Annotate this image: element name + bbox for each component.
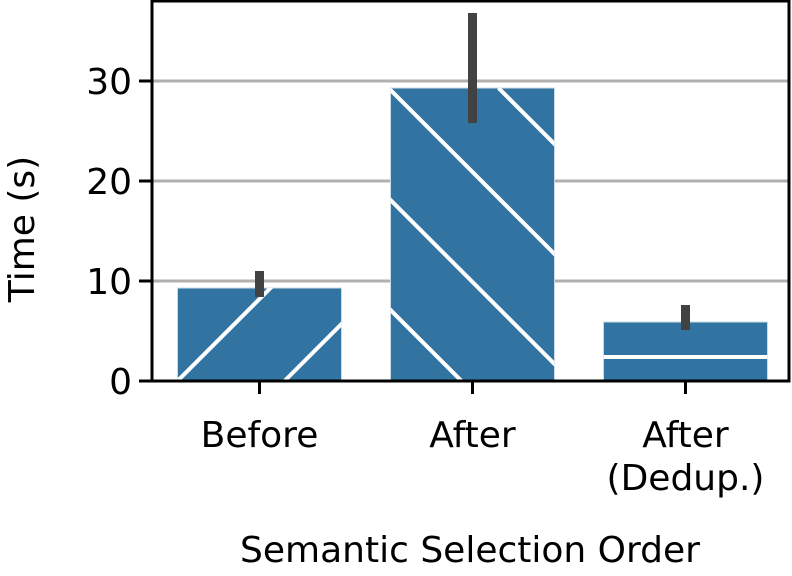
y-axis-ticks: 0 10 20 30	[86, 62, 152, 403]
y-tick-label: 0	[109, 362, 132, 403]
bar-3	[604, 322, 768, 381]
x-tick-label: After	[642, 415, 729, 456]
y-tick-label: 30	[86, 62, 132, 103]
y-tick-label: 10	[86, 262, 132, 303]
x-tick-label: Before	[201, 415, 319, 456]
x-tick-label: (Dedup.)	[607, 458, 765, 499]
x-tick-label: After	[429, 415, 516, 456]
x-axis-label: Semantic Selection Order	[240, 530, 700, 571]
y-tick-label: 20	[86, 162, 132, 203]
y-axis-label: Time (s)	[2, 156, 43, 303]
